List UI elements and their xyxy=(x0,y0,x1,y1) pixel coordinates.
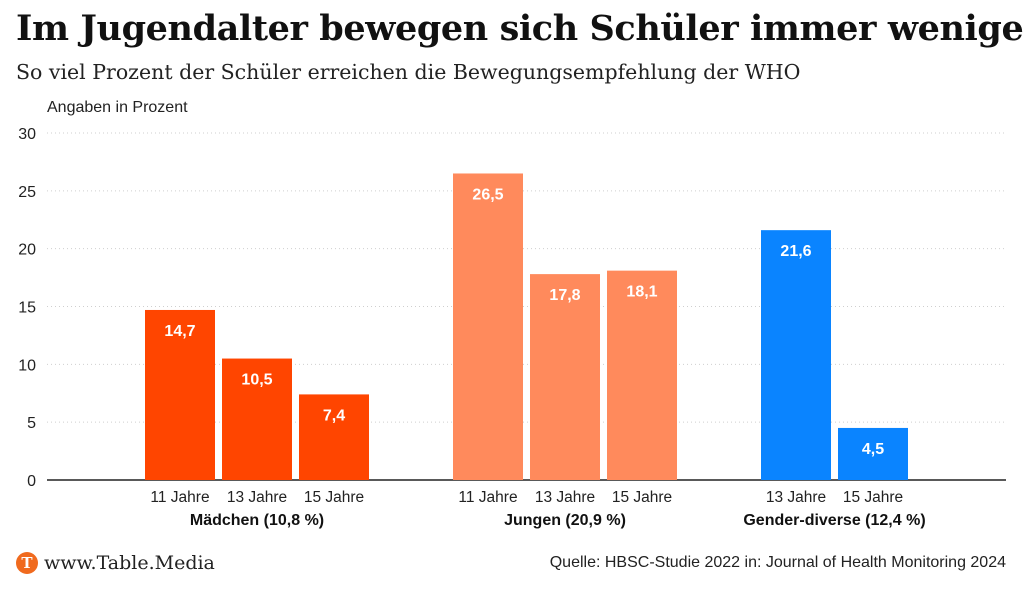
x-tick-label: 15 Jahre xyxy=(843,489,903,506)
x-tick-label: 11 Jahre xyxy=(150,489,209,506)
source-note: Quelle: HBSC-Studie 2022 in: Journal of … xyxy=(549,554,1006,571)
group-label: Mädchen (10,8 %) xyxy=(190,512,324,529)
x-tick-label: 11 Jahre xyxy=(458,489,517,506)
x-tick-label: 13 Jahre xyxy=(535,489,595,506)
x-tick-label: 15 Jahre xyxy=(612,489,672,506)
bar-value-label: 4,5 xyxy=(862,441,884,458)
table-media-logo-icon: T xyxy=(16,552,38,574)
y-tick-label: 5 xyxy=(27,415,36,432)
group-label: Gender-diverse (12,4 %) xyxy=(743,512,925,529)
y-tick-label: 25 xyxy=(18,184,36,201)
bar xyxy=(607,270,677,480)
bar-value-label: 10,5 xyxy=(241,372,272,389)
group-label: Jungen (20,9 %) xyxy=(504,512,626,529)
bar xyxy=(838,427,908,480)
bar-value-label: 26,5 xyxy=(472,186,503,203)
chart-subtitle: So viel Prozent der Schüler erreichen di… xyxy=(16,60,801,84)
bar xyxy=(299,394,369,480)
bar xyxy=(453,173,523,480)
brand-logo[interactable]: T www.Table.Media xyxy=(16,552,215,574)
bar xyxy=(530,274,600,480)
brand-name: www.Table.Media xyxy=(44,552,215,574)
y-tick-label: 10 xyxy=(18,357,36,374)
bar-value-label: 18,1 xyxy=(626,284,657,301)
y-tick-label: 15 xyxy=(18,300,36,317)
bar-value-label: 17,8 xyxy=(549,287,580,304)
bar-value-label: 14,7 xyxy=(164,323,195,340)
x-tick-label: 13 Jahre xyxy=(227,489,287,506)
y-tick-label: 20 xyxy=(18,242,36,259)
bar xyxy=(761,230,831,480)
y-tick-label: 30 xyxy=(18,126,36,143)
bar xyxy=(145,309,215,480)
bar-value-label: 21,6 xyxy=(780,243,811,260)
y-tick-label: 0 xyxy=(27,473,36,490)
chart-title: Im Jugendalter bewegen sich Schüler imme… xyxy=(16,8,1024,49)
bar-value-label: 7,4 xyxy=(323,407,345,424)
x-tick-label: 15 Jahre xyxy=(304,489,364,506)
unit-label: Angaben in Prozent xyxy=(47,99,188,116)
x-tick-label: 13 Jahre xyxy=(766,489,826,506)
bar xyxy=(222,358,292,480)
